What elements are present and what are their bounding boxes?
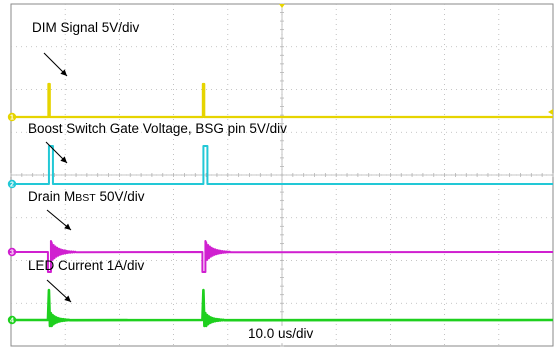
drain-mbst-label-scale: 50V/div — [95, 189, 145, 204]
dim-signal-arrow-head — [60, 69, 67, 76]
ch4-marker-number: 4 — [10, 318, 14, 325]
ch3-marker-number: 3 — [10, 250, 14, 257]
boost-gate-label: Boost Switch Gate Voltage, BSG pin 5V/di… — [28, 121, 287, 136]
drain-mbst-label-subscript: BST — [75, 192, 96, 204]
ch1-marker — [7, 112, 17, 122]
drain-mbst-label-main: Drain M — [28, 189, 76, 204]
boost-gate-trace — [11, 145, 553, 185]
trigger-time-marker — [279, 4, 285, 8]
drain-mbst-label: Drain MBST 50V/div — [28, 190, 144, 204]
dim-signal-trace — [11, 82, 553, 119]
timebase-label: 10.0 us/div — [245, 326, 317, 343]
led-current-label: LED Current 1A/div — [28, 258, 145, 273]
drain-mbst-trace — [11, 240, 554, 273]
ch2-marker — [7, 179, 17, 189]
trigger-level-marker — [548, 109, 553, 115]
ch3-marker — [7, 247, 17, 257]
drain-mbst-arrow-head — [64, 223, 71, 230]
led-current-arrow-head — [64, 295, 71, 302]
ch4-marker — [7, 315, 17, 325]
led-current-trace — [11, 288, 554, 328]
ch2-marker-number: 2 — [10, 182, 14, 189]
dim-signal-label: DIM Signal 5V/div — [32, 20, 140, 35]
ch1-marker-number: 1 — [10, 115, 14, 122]
boost-gate-arrow-head — [60, 156, 67, 163]
